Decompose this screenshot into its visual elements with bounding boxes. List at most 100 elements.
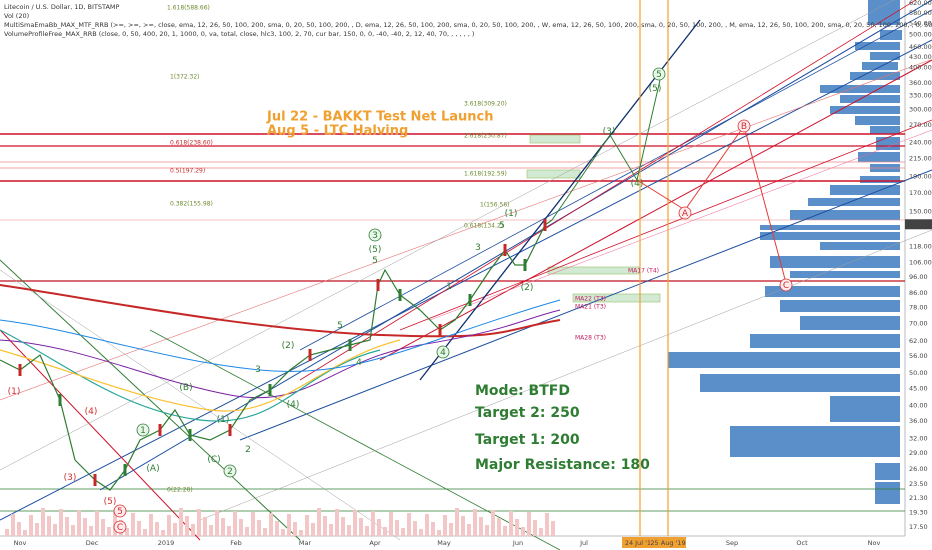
volume-profile-bar — [876, 137, 900, 150]
wave-label: (1) — [505, 209, 518, 219]
wave-label: 4 — [440, 348, 446, 358]
ma-label: MA22 (T3) — [575, 296, 606, 303]
price-tick-label: 620.00 — [909, 0, 932, 7]
volume-bar — [383, 527, 387, 536]
wave-label: 1 — [446, 282, 452, 292]
trend-line — [399, 119, 932, 331]
price-tick-label: 270.00 — [909, 121, 932, 129]
wave-circle — [436, 345, 450, 359]
target-note: Major Resistance: 180 — [475, 457, 650, 473]
trend-line — [199, 229, 932, 521]
volume-profile-bar — [765, 286, 900, 297]
price-tick-label: 580.00 — [909, 9, 932, 17]
volume-profile-bar — [700, 374, 900, 392]
price-tick-label: 50.00 — [909, 369, 928, 377]
trend-line — [299, 9, 932, 351]
volume-bar — [173, 523, 177, 536]
price-tick-label: 70.00 — [909, 319, 928, 327]
wave-label: (2) — [282, 341, 295, 351]
volume-profile-bar — [855, 42, 900, 50]
price-tick-label: 106.00 — [909, 258, 932, 266]
wave-label: (2) — [521, 283, 534, 293]
volume-bar — [5, 529, 9, 536]
volume-bar — [215, 510, 219, 536]
volume-bar — [143, 529, 147, 536]
volume-profile-bar — [870, 126, 900, 134]
price-tick-label: 400.00 — [909, 63, 932, 71]
price-tick-label: 78.00 — [909, 304, 928, 312]
event-note: Jul 22 - BAKKT Test Net Launch — [266, 110, 494, 125]
volume-profile-bar — [790, 210, 900, 220]
volume-profile-bar — [730, 426, 900, 457]
wave-label: C — [117, 523, 123, 533]
volume-bar — [401, 528, 405, 536]
price-tick-label: 45.00 — [909, 384, 928, 392]
trend-line — [0, 0, 895, 471]
wave-label: (5) — [369, 245, 382, 255]
volume-bar — [545, 513, 549, 536]
volume-bar — [71, 525, 75, 536]
trend-line — [239, 169, 932, 441]
wave-circle — [368, 228, 382, 242]
price-tick-label: 430.00 — [909, 53, 932, 61]
price-tick-label: 23.50 — [909, 480, 928, 488]
volume-profile-bar — [800, 316, 900, 330]
trend-line — [0, 329, 201, 541]
volume-bar — [461, 516, 465, 536]
volume-bar — [407, 513, 411, 536]
projection — [551, 79, 661, 221]
price-tick-label: 240.00 — [909, 138, 932, 146]
target-note: Target 1: 200 — [475, 432, 580, 448]
wave-label: 1 — [140, 426, 146, 436]
target-note: Target 2: 250 — [475, 405, 580, 421]
time-tick-label: 2019 — [158, 539, 175, 547]
price-tick-label: 190.00 — [909, 173, 932, 181]
target-note: Mode: BTFD — [475, 383, 570, 399]
volume-profile-bar — [840, 95, 900, 103]
moving-average — [0, 299, 561, 373]
time-tick-label: May — [437, 539, 451, 547]
wave-circle — [113, 520, 127, 534]
volume-profile-bar — [780, 300, 900, 312]
fib-label: 0.618(238.60) — [170, 140, 213, 147]
price-tick-label: 86.00 — [909, 289, 928, 297]
price-tick-label: 150.00 — [909, 207, 932, 215]
trend-line — [0, 269, 401, 541]
volume-profile-bar — [830, 185, 900, 195]
volume-bar — [311, 523, 315, 536]
volume-bar — [323, 516, 327, 536]
fib-label: 1(372.32) — [170, 74, 200, 81]
price-tick-label: 118.00 — [909, 243, 932, 251]
volume-bar — [263, 528, 267, 536]
volume-bar — [281, 529, 285, 536]
volume-bar — [527, 512, 531, 536]
volume-bar — [503, 526, 507, 536]
volume-bar — [131, 513, 135, 536]
time-tick-label: Jun — [512, 539, 523, 547]
volume-bar — [371, 511, 375, 536]
wave-label: (1) — [217, 415, 230, 425]
volume-bar — [449, 523, 453, 536]
wave-label: 2 — [245, 445, 251, 455]
volume-bar — [335, 509, 339, 536]
wave-circle — [779, 278, 793, 292]
volume-bar — [479, 517, 483, 536]
volume-bar — [239, 519, 243, 536]
event-date-box — [650, 537, 686, 548]
volume-profile-bar — [858, 152, 900, 162]
wave-label: (A) — [146, 464, 159, 474]
time-tick-label: Jul — [579, 539, 588, 547]
ma-label: MA28 (T3) — [575, 335, 606, 342]
zone-box — [529, 134, 581, 144]
ma-label: MA21 (T3) — [575, 304, 606, 311]
volume-bar — [413, 521, 417, 536]
price-tick-label: 62.00 — [909, 337, 928, 345]
volume-bar — [287, 514, 291, 536]
trend-line — [99, 0, 932, 491]
candle — [438, 324, 442, 336]
indicator-legend: Vol (20) — [4, 12, 29, 20]
volume-bar — [491, 510, 495, 536]
wave-label: (B) — [179, 383, 192, 393]
wave-label: B — [741, 122, 747, 132]
volume-bar — [317, 508, 321, 536]
